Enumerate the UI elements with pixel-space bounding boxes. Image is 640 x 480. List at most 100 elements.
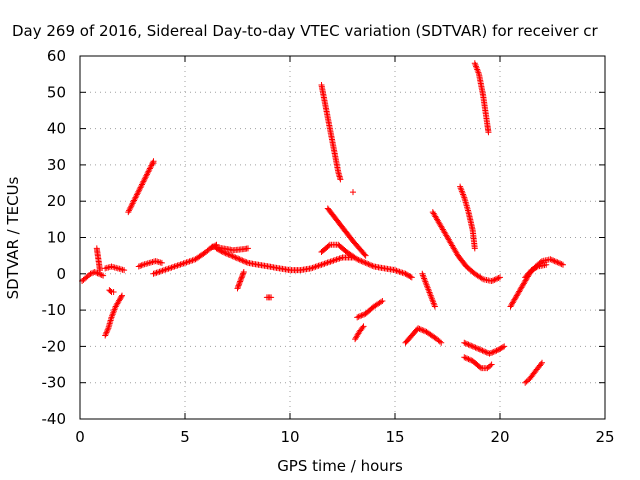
data-point — [96, 267, 103, 274]
data-point — [323, 260, 329, 267]
data-point — [462, 354, 469, 361]
data-point — [539, 359, 545, 366]
data-point — [398, 269, 404, 276]
data-point — [465, 341, 472, 348]
series-arc-17-down — [429, 209, 503, 285]
data-point — [133, 191, 140, 198]
data-point — [464, 340, 471, 347]
data-point — [236, 256, 243, 263]
data-point — [436, 338, 443, 345]
data-point — [93, 269, 100, 276]
data-point — [164, 266, 170, 273]
data-point — [558, 261, 565, 268]
data-point — [146, 165, 153, 172]
data-point — [143, 172, 150, 179]
data-point — [392, 267, 398, 274]
y-tick-label: 30 — [47, 156, 66, 174]
data-point — [489, 349, 496, 356]
data-point — [161, 267, 167, 274]
series-arc-13-neg2 — [352, 323, 367, 343]
data-point — [358, 312, 365, 319]
data-point — [158, 268, 164, 275]
series-isolated-1 — [125, 158, 157, 216]
data-point — [533, 264, 540, 271]
data-point — [491, 276, 498, 283]
data-point — [325, 242, 332, 249]
data-point — [236, 281, 243, 288]
data-point — [483, 349, 490, 356]
data-point — [478, 275, 485, 282]
data-point — [133, 193, 140, 200]
data-point — [102, 332, 109, 339]
data-point — [465, 356, 472, 363]
data-point — [153, 269, 160, 276]
data-point — [554, 259, 561, 266]
data-point — [126, 207, 133, 214]
data-point — [315, 262, 322, 269]
data-markers — [79, 60, 566, 386]
data-point — [487, 350, 494, 357]
data-point — [326, 259, 332, 266]
data-point — [359, 311, 366, 318]
data-point — [142, 174, 149, 181]
grid — [80, 56, 605, 419]
data-point — [268, 294, 275, 301]
data-point — [137, 262, 144, 269]
data-point — [330, 257, 337, 264]
data-point — [138, 181, 145, 188]
data-point — [110, 288, 117, 295]
data-point — [150, 160, 157, 167]
data-point — [186, 258, 193, 265]
y-tick-label: -20 — [42, 337, 67, 355]
data-point — [146, 166, 153, 173]
data-point — [242, 258, 249, 265]
data-point — [107, 288, 114, 295]
data-point — [551, 258, 558, 265]
data-point — [361, 251, 368, 258]
data-point — [472, 344, 479, 351]
y-tick-label: 50 — [47, 83, 66, 101]
data-point — [332, 257, 338, 264]
y-axis-label: SDTVAR / TECUs — [4, 176, 22, 299]
data-point — [131, 196, 138, 203]
series-arc-early-rise — [93, 245, 103, 274]
data-point — [361, 259, 368, 266]
data-point — [497, 274, 503, 281]
data-point — [127, 204, 134, 211]
series-arc-main-4 — [209, 243, 251, 254]
series-arc-16-neg — [402, 325, 445, 346]
data-point — [128, 203, 135, 210]
data-point — [469, 343, 476, 350]
data-point — [478, 347, 485, 354]
data-point — [185, 258, 191, 265]
data-point — [240, 270, 247, 277]
data-point — [555, 259, 562, 266]
data-point — [532, 264, 539, 271]
series-isolated-13 — [350, 189, 356, 196]
data-point — [321, 260, 328, 267]
data-point — [130, 198, 137, 205]
data-point — [147, 164, 154, 171]
series-arc-19-high — [471, 60, 492, 136]
data-point — [314, 263, 320, 270]
series-arc-early-mid — [102, 263, 128, 274]
data-point — [165, 265, 172, 272]
data-point — [231, 253, 237, 260]
data-point — [228, 252, 235, 259]
data-point — [479, 347, 486, 354]
data-point — [239, 257, 246, 264]
data-point — [471, 344, 478, 351]
axis-ticks: 0 5 10 15 20 25 -40 -30 -20 -10 0 10 20 30 40 50 60 — [42, 47, 615, 446]
data-point — [464, 355, 471, 362]
data-point — [480, 348, 487, 355]
y-tick-label: 10 — [47, 229, 66, 247]
data-point — [134, 190, 141, 197]
data-point — [492, 276, 499, 283]
data-point — [176, 261, 182, 268]
data-point — [233, 255, 240, 262]
series-arc-16-drop — [419, 270, 438, 310]
series-arc-21-neg — [522, 359, 545, 386]
data-point — [152, 270, 158, 277]
data-point — [229, 253, 236, 260]
data-point — [461, 339, 468, 346]
